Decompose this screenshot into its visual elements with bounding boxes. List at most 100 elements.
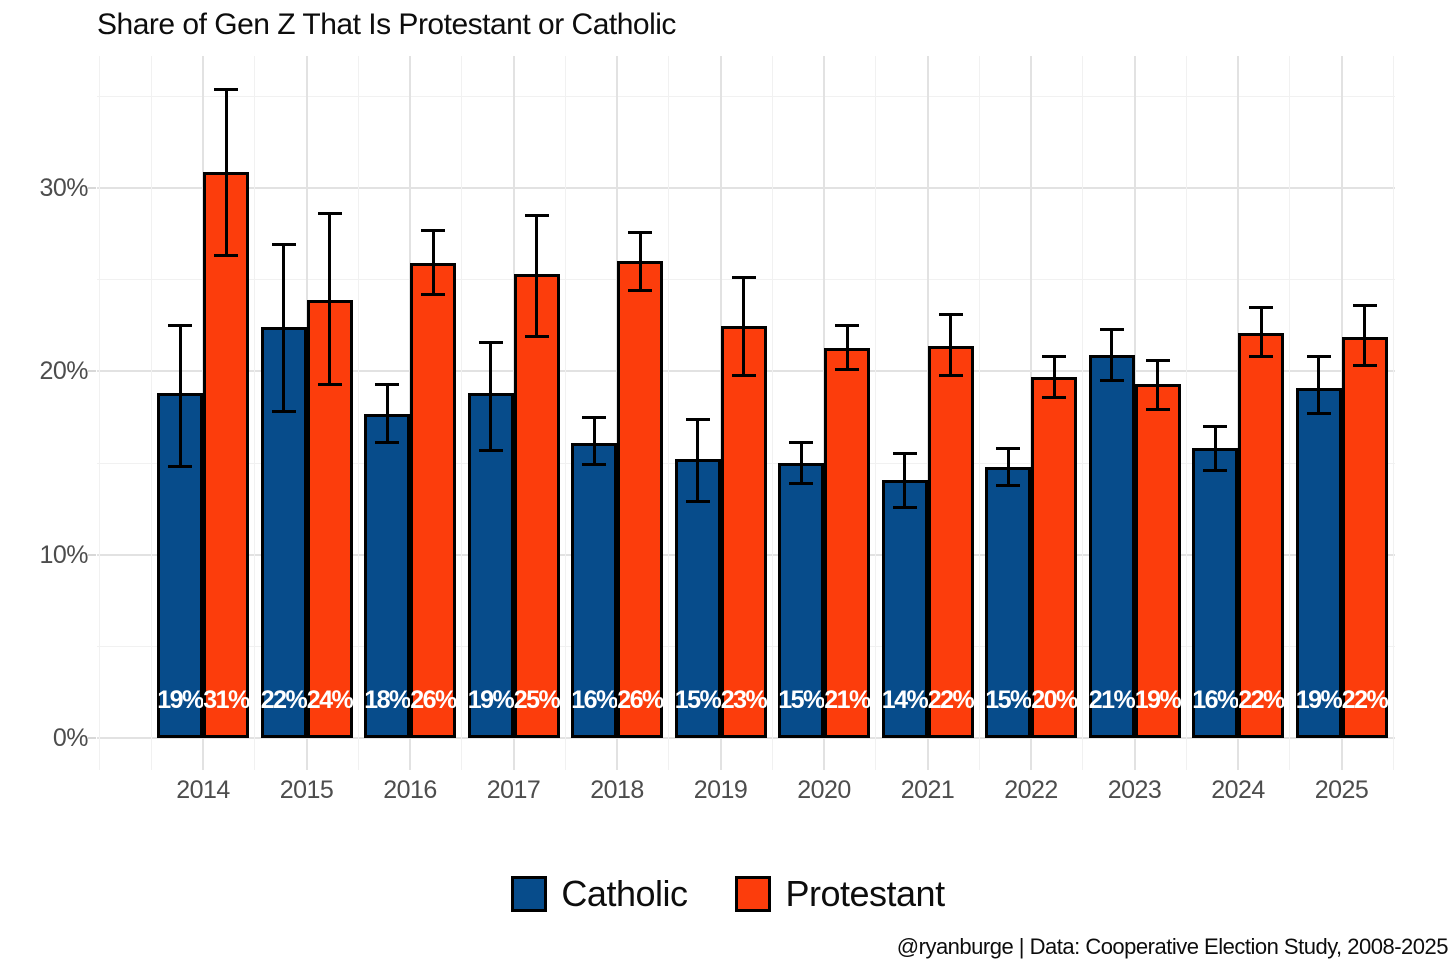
errorbar-cap-top-catholic-2016 xyxy=(375,382,399,386)
y-tick-30 xyxy=(88,187,96,189)
errorbar-cap-bottom-catholic-2016 xyxy=(375,441,399,445)
bar-label-catholic-2019: 15% xyxy=(674,686,722,714)
v-gridline-minor xyxy=(564,56,566,770)
errorbar-cap-top-catholic-2021 xyxy=(892,452,917,456)
y-tick-20 xyxy=(88,370,96,373)
v-gridline-minor xyxy=(668,56,670,770)
errorbar-cap-top-protestant-2020 xyxy=(835,324,859,327)
errorbar-protestant-2016 xyxy=(431,230,435,295)
errorbar-cap-bottom-protestant-2025 xyxy=(1352,364,1377,368)
errorbar-cap-bottom-protestant-2014 xyxy=(214,254,238,258)
errorbar-cap-bottom-catholic-2020 xyxy=(789,481,813,485)
bar-label-catholic-2021: 14% xyxy=(881,686,929,714)
legend: Catholic Protestant xyxy=(0,868,1456,920)
bar-label-protestant-2014: 31% xyxy=(203,686,250,714)
x-tick-label-2018: 2018 xyxy=(590,776,644,804)
x-tick-label-2023: 2023 xyxy=(1107,776,1162,804)
errorbar-cap-bottom-catholic-2024 xyxy=(1203,468,1227,472)
errorbar-catholic-2022 xyxy=(1006,448,1010,485)
errorbar-cap-bottom-catholic-2022 xyxy=(996,483,1020,487)
bar-catholic-2022 xyxy=(985,466,1031,738)
bar-label-protestant-2017: 25% xyxy=(513,686,561,714)
errorbar-catholic-2015 xyxy=(282,244,285,412)
legend-swatch-catholic xyxy=(511,876,548,912)
y-tick-label-10: 10% xyxy=(39,540,88,569)
errorbar-catholic-2017 xyxy=(489,342,492,451)
errorbar-cap-top-catholic-2025 xyxy=(1306,355,1331,359)
v-gridline-minor xyxy=(357,56,359,770)
bar-label-catholic-2017: 19% xyxy=(467,686,515,714)
h-gridline-minor-35 xyxy=(97,95,1395,97)
bar-label-protestant-2023: 19% xyxy=(1134,686,1182,714)
x-tick-label-2014: 2014 xyxy=(176,776,230,804)
errorbar-protestant-2023 xyxy=(1156,360,1159,410)
x-tick-label-2016: 2016 xyxy=(383,776,437,804)
bar-catholic-2016 xyxy=(364,413,410,738)
errorbar-protestant-2014 xyxy=(224,89,228,256)
bar-catholic-2021 xyxy=(881,479,928,738)
errorbar-protestant-2020 xyxy=(845,325,849,370)
bar-catholic-2025 xyxy=(1295,387,1342,738)
bar-protestant-2020 xyxy=(824,347,870,738)
bar-label-catholic-2024: 16% xyxy=(1192,686,1239,714)
bar-label-catholic-2020: 15% xyxy=(778,686,825,714)
errorbar-cap-top-catholic-2014 xyxy=(168,324,192,327)
y-tick-label-30: 30% xyxy=(39,174,88,202)
bar-protestant-2018 xyxy=(617,261,663,738)
bar-label-catholic-2018: 16% xyxy=(571,686,618,714)
errorbar-cap-top-protestant-2022 xyxy=(1042,355,1066,359)
legend-label-protestant: Protestant xyxy=(785,873,945,914)
bar-label-protestant-2020: 21% xyxy=(824,686,871,714)
errorbar-cap-top-protestant-2018 xyxy=(628,230,652,234)
errorbar-protestant-2015 xyxy=(328,213,331,385)
v-gridline-minor xyxy=(461,56,463,770)
errorbar-cap-top-catholic-2017 xyxy=(478,340,503,344)
v-gridline-minor xyxy=(254,56,256,770)
errorbar-cap-top-catholic-2015 xyxy=(271,243,296,247)
v-gridline-minor xyxy=(771,56,773,770)
errorbar-cap-top-protestant-2014 xyxy=(214,87,238,91)
errorbar-cap-bottom-catholic-2015 xyxy=(271,410,296,414)
bar-label-protestant-2016: 26% xyxy=(410,686,457,714)
errorbar-cap-bottom-catholic-2021 xyxy=(892,505,917,509)
bar-label-catholic-2015: 22% xyxy=(260,686,308,714)
errorbar-cap-bottom-protestant-2019 xyxy=(731,373,756,377)
h-gridline-minor-25 xyxy=(97,279,1395,281)
x-tick-label-2015: 2015 xyxy=(279,776,334,804)
errorbar-cap-bottom-catholic-2018 xyxy=(582,463,606,467)
errorbar-cap-top-catholic-2022 xyxy=(996,446,1020,450)
errorbar-cap-top-protestant-2016 xyxy=(421,228,445,232)
errorbar-protestant-2025 xyxy=(1363,305,1366,366)
x-tick-label-2019: 2019 xyxy=(693,776,748,804)
bar-label-catholic-2016: 18% xyxy=(364,686,411,714)
bar-protestant-2015 xyxy=(306,299,353,738)
errorbar-cap-bottom-catholic-2019 xyxy=(685,500,710,503)
errorbar-catholic-2021 xyxy=(903,453,906,507)
errorbar-catholic-2014 xyxy=(178,325,182,467)
bar-label-catholic-2022: 15% xyxy=(985,686,1032,714)
x-tick-label-2021: 2021 xyxy=(900,776,955,804)
bar-protestant-2024 xyxy=(1238,332,1284,738)
errorbar-catholic-2020 xyxy=(799,442,803,484)
errorbar-cap-bottom-protestant-2022 xyxy=(1042,395,1066,399)
bar-protestant-2025 xyxy=(1341,336,1388,738)
legend-label-catholic: Catholic xyxy=(561,873,688,914)
bar-protestant-2022 xyxy=(1031,376,1077,738)
h-gridline-major-30 xyxy=(97,187,1395,189)
bar-protestant-2021 xyxy=(927,345,974,738)
bar-label-catholic-2023: 21% xyxy=(1088,686,1136,714)
errorbar-cap-top-protestant-2015 xyxy=(317,212,342,216)
errorbar-protestant-2022 xyxy=(1052,356,1056,397)
bar-label-protestant-2024: 22% xyxy=(1238,686,1285,714)
errorbar-cap-bottom-protestant-2020 xyxy=(835,368,859,371)
x-tick-label-2017: 2017 xyxy=(486,776,541,804)
errorbar-cap-bottom-protestant-2024 xyxy=(1249,355,1273,359)
legend-item-catholic: Catholic xyxy=(511,873,688,915)
bar-label-protestant-2019: 23% xyxy=(720,686,768,714)
y-tick-label-0: 0% xyxy=(52,724,89,752)
y-tick-0 xyxy=(88,737,96,739)
errorbar-cap-top-catholic-2023 xyxy=(1099,327,1124,331)
errorbar-catholic-2019 xyxy=(696,419,699,502)
errorbar-cap-top-protestant-2019 xyxy=(731,276,756,280)
